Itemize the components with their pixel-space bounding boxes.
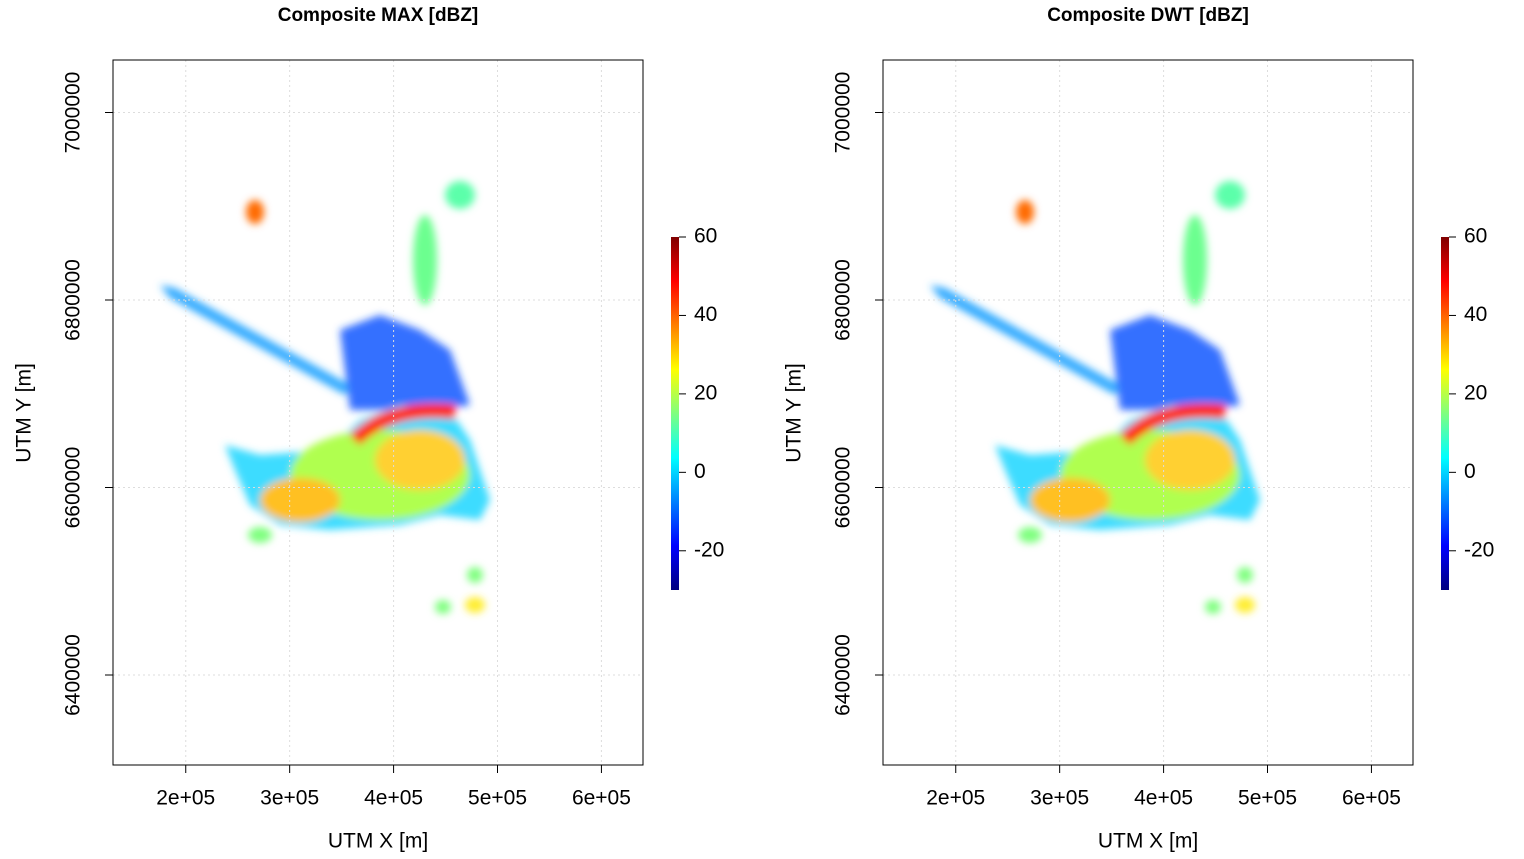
plot-frame — [112, 59, 644, 766]
radar-image — [160, 181, 490, 614]
x-tick-label: 2e+05 — [156, 787, 215, 810]
colorbar-tick-label: -20 — [694, 538, 724, 561]
colorbar — [671, 237, 679, 590]
colorbar-tick-label: -20 — [1464, 538, 1494, 561]
colorbar-tick-label: 40 — [694, 303, 717, 326]
y-axis-label: UTM Y [m] — [13, 363, 36, 463]
x-tick-label: 3e+05 — [1030, 787, 1089, 810]
x-tick-label: 3e+05 — [260, 787, 319, 810]
y-tick-label: 7000000 — [62, 72, 85, 154]
colorbar-tick-label: 20 — [694, 381, 717, 404]
y-tick-label: 7000000 — [832, 72, 855, 154]
colorbar-tick-label: 20 — [1464, 381, 1487, 404]
x-axis-label: UTM X [m] — [1098, 830, 1198, 853]
x-tick-label: 6e+05 — [572, 787, 631, 810]
y-tick-label: 6400000 — [832, 634, 855, 716]
x-axis-label: UTM X [m] — [328, 830, 428, 853]
x-tick-label: 2e+05 — [926, 787, 985, 810]
colorbar-tick-label: 60 — [694, 225, 717, 248]
y-tick-label: 6800000 — [62, 259, 85, 341]
x-tick-label: 5e+05 — [1238, 787, 1297, 810]
colorbar-tick-label: 60 — [1464, 225, 1487, 248]
x-tick-label: 6e+05 — [1342, 787, 1401, 810]
x-tick-label: 4e+05 — [364, 787, 423, 810]
plot-frame — [882, 59, 1414, 766]
y-tick-label: 6800000 — [832, 259, 855, 341]
x-tick-label: 5e+05 — [468, 787, 527, 810]
chart-title: Composite MAX [dBZ] — [278, 5, 479, 26]
colorbar-tick-label: 0 — [694, 460, 706, 483]
colorbar-tick-label: 40 — [1464, 303, 1487, 326]
y-tick-label: 6600000 — [832, 447, 855, 529]
chart-title: Composite DWT [dBZ] — [1047, 5, 1249, 26]
colorbar-tick-label: 0 — [1464, 460, 1476, 483]
x-tick-label: 4e+05 — [1134, 787, 1193, 810]
colorbar — [1441, 237, 1449, 590]
y-axis-label: UTM Y [m] — [783, 363, 806, 463]
y-tick-label: 6600000 — [62, 447, 85, 529]
y-tick-label: 6400000 — [62, 634, 85, 716]
radar-image — [930, 181, 1260, 614]
